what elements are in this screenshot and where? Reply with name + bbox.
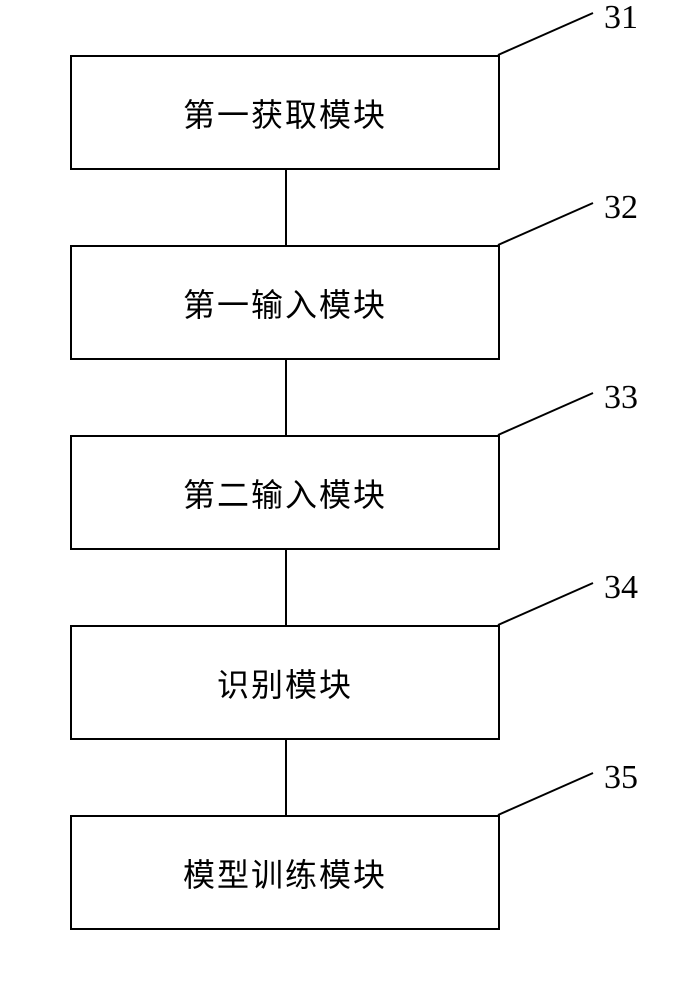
ref-label: 34 (604, 569, 638, 607)
ref-label: 33 (604, 379, 638, 417)
leader-line (498, 625, 643, 680)
leader-line (498, 55, 643, 110)
connector (285, 170, 287, 245)
block-node5: 模型训练模块 35 (70, 815, 500, 930)
leader-line (498, 815, 643, 870)
block-node4: 识别模块 34 (70, 625, 500, 740)
ref-label: 31 (604, 0, 638, 37)
flowchart-container: 第一获取模块 31 第一输入模块 32 第二输入模块 33 识别模块 34 模型… (70, 55, 630, 930)
connector (285, 740, 287, 815)
block-node2: 第一输入模块 32 (70, 245, 500, 360)
block-label: 模型训练模块 (183, 850, 387, 896)
ref-label: 35 (604, 759, 638, 797)
ref-label: 32 (604, 189, 638, 227)
connector (285, 360, 287, 435)
block-node1: 第一获取模块 31 (70, 55, 500, 170)
leader-line (498, 435, 643, 490)
block-label: 第一获取模块 (183, 90, 387, 136)
leader-line (498, 245, 643, 300)
block-label: 第二输入模块 (183, 470, 387, 516)
block-label: 第一输入模块 (183, 280, 387, 326)
connector (285, 550, 287, 625)
block-label: 识别模块 (217, 660, 353, 706)
block-node3: 第二输入模块 33 (70, 435, 500, 550)
